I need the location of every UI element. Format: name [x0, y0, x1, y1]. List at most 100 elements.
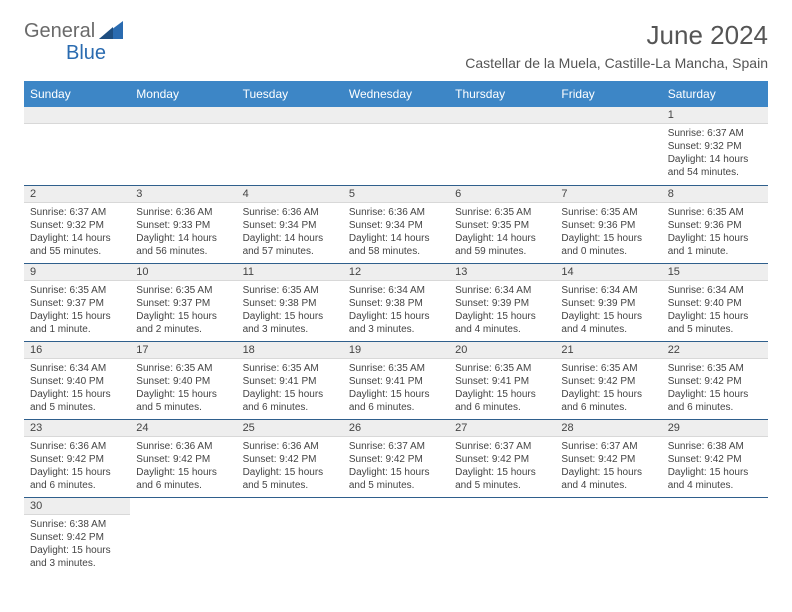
day-number: 28: [555, 420, 661, 437]
day-number: [24, 107, 130, 124]
day-details: Sunrise: 6:35 AMSunset: 9:41 PMDaylight:…: [237, 359, 343, 418]
day-number: 8: [662, 186, 768, 203]
day-number: [343, 107, 449, 124]
day-details: Sunrise: 6:35 AMSunset: 9:37 PMDaylight:…: [24, 281, 130, 340]
calendar-cell: 29Sunrise: 6:38 AMSunset: 9:42 PMDayligh…: [662, 419, 768, 497]
day-details: Sunrise: 6:36 AMSunset: 9:42 PMDaylight:…: [130, 437, 236, 496]
calendar-cell: 28Sunrise: 6:37 AMSunset: 9:42 PMDayligh…: [555, 419, 661, 497]
day-details: Sunrise: 6:36 AMSunset: 9:33 PMDaylight:…: [130, 203, 236, 262]
calendar-row: 9Sunrise: 6:35 AMSunset: 9:37 PMDaylight…: [24, 263, 768, 341]
day-number: 10: [130, 264, 236, 281]
day-number: 11: [237, 264, 343, 281]
day-number: 1: [662, 107, 768, 124]
calendar-cell: 1Sunrise: 6:37 AMSunset: 9:32 PMDaylight…: [662, 107, 768, 185]
calendar-cell: 27Sunrise: 6:37 AMSunset: 9:42 PMDayligh…: [449, 419, 555, 497]
calendar-cell: 23Sunrise: 6:36 AMSunset: 9:42 PMDayligh…: [24, 419, 130, 497]
calendar-cell: 16Sunrise: 6:34 AMSunset: 9:40 PMDayligh…: [24, 341, 130, 419]
calendar-cell: 15Sunrise: 6:34 AMSunset: 9:40 PMDayligh…: [662, 263, 768, 341]
calendar-cell: [237, 107, 343, 185]
day-details: Sunrise: 6:35 AMSunset: 9:37 PMDaylight:…: [130, 281, 236, 340]
day-details: Sunrise: 6:36 AMSunset: 9:42 PMDaylight:…: [24, 437, 130, 496]
day-details: Sunrise: 6:37 AMSunset: 9:32 PMDaylight:…: [24, 203, 130, 262]
location: Castellar de la Muela, Castille-La Manch…: [465, 55, 768, 71]
calendar-header-cell: Sunday: [24, 81, 130, 107]
day-number: [237, 107, 343, 124]
calendar-header-cell: Thursday: [449, 81, 555, 107]
day-number: [130, 107, 236, 124]
calendar-cell: 14Sunrise: 6:34 AMSunset: 9:39 PMDayligh…: [555, 263, 661, 341]
calendar-cell: 4Sunrise: 6:36 AMSunset: 9:34 PMDaylight…: [237, 185, 343, 263]
day-details: Sunrise: 6:35 AMSunset: 9:41 PMDaylight:…: [449, 359, 555, 418]
day-number: 29: [662, 420, 768, 437]
day-number: 9: [24, 264, 130, 281]
logo-word-2: Blue: [66, 42, 106, 65]
day-details: Sunrise: 6:35 AMSunset: 9:42 PMDaylight:…: [555, 359, 661, 418]
day-number: 4: [237, 186, 343, 203]
calendar-header-cell: Monday: [130, 81, 236, 107]
day-details: Sunrise: 6:36 AMSunset: 9:34 PMDaylight:…: [237, 203, 343, 262]
day-number: 16: [24, 342, 130, 359]
day-number: 18: [237, 342, 343, 359]
calendar-cell: 5Sunrise: 6:36 AMSunset: 9:34 PMDaylight…: [343, 185, 449, 263]
day-number: 24: [130, 420, 236, 437]
calendar-cell: 17Sunrise: 6:35 AMSunset: 9:40 PMDayligh…: [130, 341, 236, 419]
day-number: 6: [449, 186, 555, 203]
day-number: 14: [555, 264, 661, 281]
calendar-header-cell: Friday: [555, 81, 661, 107]
day-number: [555, 107, 661, 124]
day-details: Sunrise: 6:37 AMSunset: 9:42 PMDaylight:…: [343, 437, 449, 496]
calendar-cell: 25Sunrise: 6:36 AMSunset: 9:42 PMDayligh…: [237, 419, 343, 497]
day-number: 7: [555, 186, 661, 203]
day-details: Sunrise: 6:35 AMSunset: 9:40 PMDaylight:…: [130, 359, 236, 418]
calendar-cell: [555, 107, 661, 185]
day-details: Sunrise: 6:35 AMSunset: 9:41 PMDaylight:…: [343, 359, 449, 418]
day-number: 21: [555, 342, 661, 359]
day-details: Sunrise: 6:34 AMSunset: 9:40 PMDaylight:…: [662, 281, 768, 340]
calendar-row: 1Sunrise: 6:37 AMSunset: 9:32 PMDaylight…: [24, 107, 768, 185]
logo: General: [24, 20, 125, 43]
calendar-cell: 3Sunrise: 6:36 AMSunset: 9:33 PMDaylight…: [130, 185, 236, 263]
day-number: 17: [130, 342, 236, 359]
day-details: Sunrise: 6:35 AMSunset: 9:42 PMDaylight:…: [662, 359, 768, 418]
calendar-cell: 10Sunrise: 6:35 AMSunset: 9:37 PMDayligh…: [130, 263, 236, 341]
calendar-cell: [343, 497, 449, 575]
calendar-cell: 7Sunrise: 6:35 AMSunset: 9:36 PMDaylight…: [555, 185, 661, 263]
calendar-cell: [449, 497, 555, 575]
calendar-cell: 19Sunrise: 6:35 AMSunset: 9:41 PMDayligh…: [343, 341, 449, 419]
logo-icon: [99, 21, 123, 39]
day-number: 25: [237, 420, 343, 437]
day-number: 5: [343, 186, 449, 203]
calendar-cell: 22Sunrise: 6:35 AMSunset: 9:42 PMDayligh…: [662, 341, 768, 419]
calendar-header-row: SundayMondayTuesdayWednesdayThursdayFrid…: [24, 81, 768, 107]
month-title: June 2024: [465, 20, 768, 51]
calendar-cell: 9Sunrise: 6:35 AMSunset: 9:37 PMDaylight…: [24, 263, 130, 341]
header: General June 2024 Castellar de la Muela,…: [24, 20, 768, 71]
calendar-cell: 20Sunrise: 6:35 AMSunset: 9:41 PMDayligh…: [449, 341, 555, 419]
title-block: June 2024 Castellar de la Muela, Castill…: [465, 20, 768, 71]
day-details: Sunrise: 6:38 AMSunset: 9:42 PMDaylight:…: [662, 437, 768, 496]
calendar-cell: [130, 497, 236, 575]
day-number: [449, 107, 555, 124]
day-number: 2: [24, 186, 130, 203]
day-number: 26: [343, 420, 449, 437]
calendar-header-cell: Tuesday: [237, 81, 343, 107]
calendar-cell: [237, 497, 343, 575]
day-number: 27: [449, 420, 555, 437]
calendar-cell: 26Sunrise: 6:37 AMSunset: 9:42 PMDayligh…: [343, 419, 449, 497]
calendar-cell: [662, 497, 768, 575]
calendar-header-cell: Wednesday: [343, 81, 449, 107]
calendar-cell: 13Sunrise: 6:34 AMSunset: 9:39 PMDayligh…: [449, 263, 555, 341]
calendar-cell: [24, 107, 130, 185]
day-number: 19: [343, 342, 449, 359]
calendar-cell: 6Sunrise: 6:35 AMSunset: 9:35 PMDaylight…: [449, 185, 555, 263]
day-number: 15: [662, 264, 768, 281]
logo-word-1: General: [24, 20, 95, 43]
calendar-row: 30Sunrise: 6:38 AMSunset: 9:42 PMDayligh…: [24, 497, 768, 575]
day-details: Sunrise: 6:35 AMSunset: 9:36 PMDaylight:…: [555, 203, 661, 262]
calendar-cell: [130, 107, 236, 185]
calendar-table: SundayMondayTuesdayWednesdayThursdayFrid…: [24, 81, 768, 575]
day-number: 30: [24, 498, 130, 515]
day-number: 3: [130, 186, 236, 203]
day-details: Sunrise: 6:37 AMSunset: 9:42 PMDaylight:…: [449, 437, 555, 496]
calendar-cell: 21Sunrise: 6:35 AMSunset: 9:42 PMDayligh…: [555, 341, 661, 419]
